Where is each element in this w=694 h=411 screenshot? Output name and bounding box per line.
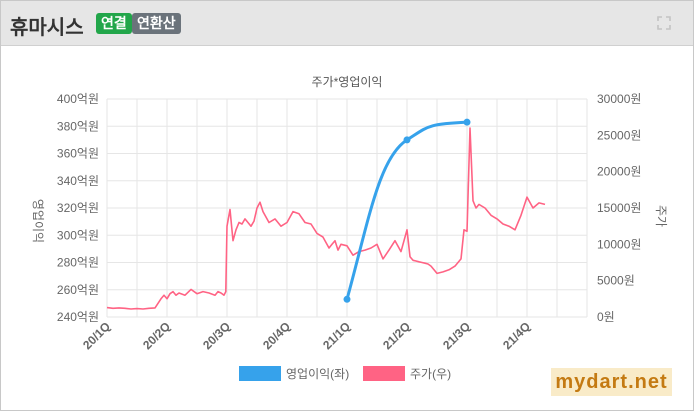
y-left-tick-label: 340억원 <box>57 174 99 188</box>
x-tick-label: 21/2Q <box>380 319 413 352</box>
y-right-axis-label: 주가 <box>654 205 668 227</box>
y-right-tick-label: 30000원 <box>597 92 641 106</box>
consolidated-badge[interactable]: 연결 <box>96 13 132 34</box>
panel-header: 휴마시스 연결 연환산 <box>1 1 693 46</box>
chart-title: 주가*영업이익 <box>312 75 383 89</box>
y-right-tick-label: 0원 <box>597 310 615 324</box>
legend: 영업이익(좌) 주가(우) <box>239 366 451 381</box>
x-tick-label: 20/4Q <box>260 319 293 352</box>
x-tick-label: 21/4Q <box>500 319 533 352</box>
operating-profit-point[interactable] <box>463 118 471 126</box>
x-tick-label: 20/1Q <box>80 319 113 352</box>
watermark[interactable]: mydart.net <box>551 368 672 396</box>
y-left-tick-label: 280억원 <box>57 256 99 270</box>
y-right-tick-label: 5000원 <box>597 274 635 288</box>
x-tick-label: 21/3Q <box>440 319 473 352</box>
y-left-tick-label: 320억원 <box>57 201 99 215</box>
y-left-tick-label: 380억원 <box>57 119 99 133</box>
y-left-tick-label: 240억원 <box>57 310 99 324</box>
annualized-badge[interactable]: 연환산 <box>132 13 181 34</box>
x-tick-label: 21/1Q <box>320 319 353 352</box>
y-left-tick-label: 300억원 <box>57 228 99 242</box>
operating-profit-point[interactable] <box>343 295 351 303</box>
operating-profit-line <box>345 120 468 300</box>
y-right-tick-label: 25000원 <box>597 128 641 142</box>
y-left-axis-label: 영업이익 <box>31 199 45 243</box>
y-right-tick-label: 15000원 <box>597 201 641 215</box>
y-left-tick-label: 360억원 <box>57 147 99 161</box>
legend-price-swatch[interactable] <box>363 366 405 381</box>
x-tick-label: 20/2Q <box>140 319 173 352</box>
x-tick-label: 20/3Q <box>200 319 233 352</box>
combo-chart: 주가*영업이익 240억원 260억원 280억원 300억원 320억원 340억원 36… <box>31 75 668 381</box>
y-right-tick-label: 10000원 <box>597 237 641 251</box>
legend-profit-label[interactable]: 영업이익(좌) <box>286 367 349 381</box>
y-left-tick-label: 260억원 <box>57 283 99 297</box>
price-line <box>106 127 546 310</box>
company-name: 휴마시스 <box>10 17 84 39</box>
operating-profit-point[interactable] <box>403 136 411 144</box>
legend-profit-swatch[interactable] <box>239 366 281 381</box>
y-right-tick-label: 20000원 <box>597 165 641 179</box>
legend-price-label[interactable]: 주가(우) <box>410 367 451 381</box>
expand-icon[interactable] <box>657 16 671 30</box>
y-left-tick-label: 400억원 <box>57 92 99 106</box>
